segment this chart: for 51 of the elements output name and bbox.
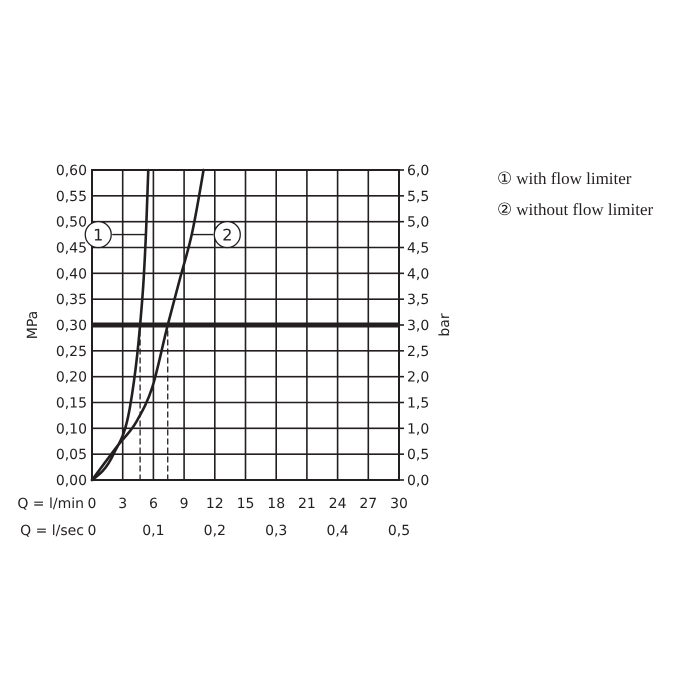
text: ② without flow limiter	[497, 200, 654, 219]
x2-tick-label: 0,4	[326, 523, 349, 539]
x-tick-label: 9	[180, 496, 189, 512]
x2-tick-label: 0,1	[142, 523, 165, 539]
y2-tick-label: 2,5	[407, 344, 430, 360]
y2-tick-label: 5,5	[407, 188, 430, 205]
x-tick-label: 27	[359, 496, 378, 512]
x-tick-label: 24	[328, 496, 347, 512]
y-tick-label: 0,40	[56, 266, 87, 282]
x2-tick-label: 0,2	[204, 523, 226, 539]
x-axis-title: Q = l/min	[17, 496, 84, 512]
y-tick-label: 0,25	[56, 344, 87, 360]
y2-tick-label: 3,5	[407, 292, 430, 308]
y2-tick-label: 4,5	[407, 240, 430, 256]
x-tick-label: 0	[88, 496, 96, 512]
y-tick-label: 0,55	[56, 188, 87, 205]
x2-tick-label: 0,5	[388, 523, 410, 539]
annotation: 2	[222, 226, 232, 245]
x2-tick-label: 0	[88, 523, 96, 539]
x2-axis-title: Q = l/sec	[20, 523, 84, 539]
y2-tick-label: 1,0	[407, 421, 430, 438]
x2-tick-label: 0,3	[265, 523, 288, 539]
x-tick-label: 21	[298, 496, 316, 512]
y2-tick-label: 6,0	[407, 163, 430, 179]
x-tick-label: 3	[118, 496, 128, 512]
x-tick-label: 18	[267, 496, 286, 512]
y-tick-label: 0,20	[56, 370, 87, 386]
y-tick-label: 0,05	[56, 447, 87, 464]
y-tick-label: 0,50	[56, 214, 87, 231]
y2-tick-label: 1,5	[407, 396, 430, 412]
annotation: 1	[93, 226, 104, 245]
y-tick-label: 0,10	[56, 421, 87, 438]
y2-tick-label: 0,5	[407, 447, 430, 464]
y-tick-label: 0,45	[56, 240, 87, 256]
y-tick-label: 0,60	[56, 163, 87, 179]
y2-tick-label: 4,0	[407, 266, 430, 282]
y-tick-label: 0,00	[56, 473, 87, 489]
y-tick-label: 0,35	[56, 292, 87, 308]
y-axis-title: MPa	[25, 310, 41, 340]
x-tick-label: 6	[148, 496, 158, 512]
y2-tick-label: 3,0	[407, 318, 430, 334]
y-tick-label: 0,30	[56, 318, 87, 334]
y2-tick-label: 5,0	[407, 214, 430, 231]
y2-tick-label: 2,0	[407, 370, 430, 386]
y2-axis-title: bar	[437, 313, 453, 337]
text: ① with flow limiter	[497, 169, 632, 188]
y-tick-label: 0,15	[56, 396, 87, 412]
x-tick-label: 12	[206, 496, 224, 512]
x-tick-label: 30	[390, 496, 408, 512]
y2-tick-label: 0,0	[407, 473, 430, 489]
x-tick-label: 15	[236, 496, 254, 512]
